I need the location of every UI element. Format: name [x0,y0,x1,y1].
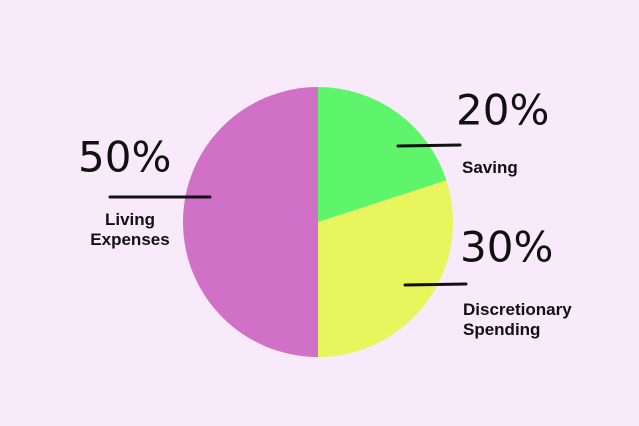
leader-line [396,143,462,148]
value-label: 20% [456,86,549,135]
pie-slice [318,87,447,222]
category-label: Discretionary Spending [463,300,572,339]
leader-line [403,282,468,287]
value-label: 30% [460,223,553,272]
category-label: Saving [462,158,518,177]
category-label: Living Expenses [90,210,170,249]
pie-slice [318,180,454,357]
value-label: 50% [78,133,171,182]
pie-slice [183,87,318,357]
